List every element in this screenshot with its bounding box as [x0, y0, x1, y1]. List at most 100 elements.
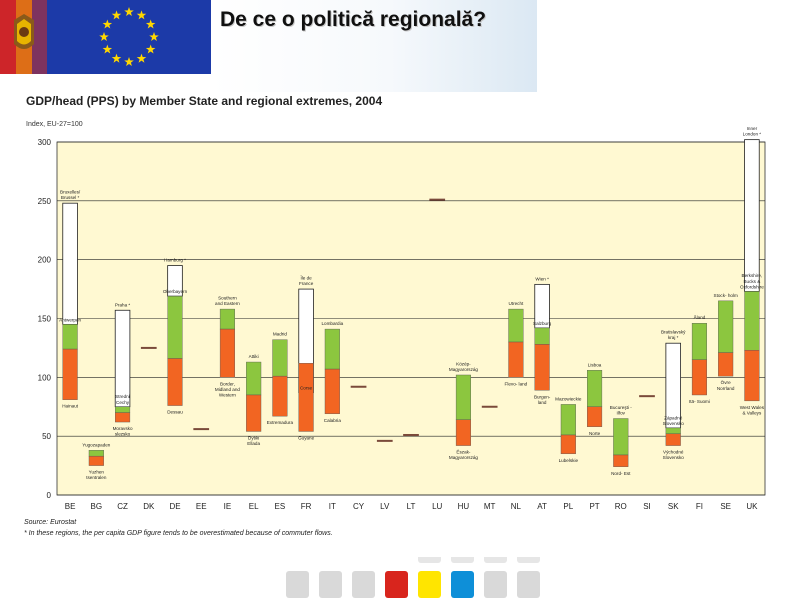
x-tick-label: LU	[432, 502, 442, 511]
region-label: Övre	[721, 379, 731, 385]
region-label: Western	[219, 393, 236, 398]
x-tick-label: PL	[563, 502, 573, 511]
gdp-regional-chart: 0 50 100 150 200 250 300 Bruxelles/Brussel * Ant…	[38, 126, 766, 511]
region-label: Lombardia	[321, 321, 343, 326]
x-tick-label: IT	[329, 502, 336, 511]
region-label: Bucks &	[743, 279, 760, 284]
region-label: Wien *	[535, 276, 549, 281]
region-label: Utrecht	[508, 301, 524, 306]
lower-range-bar	[534, 344, 550, 391]
upper-range-bar	[88, 450, 104, 457]
y-tick-label: 0	[47, 491, 52, 500]
eu-star-icon	[124, 57, 134, 67]
region-label: Bucureşti -	[610, 405, 632, 410]
lower-range-bar	[455, 419, 471, 446]
nav-tab	[451, 557, 474, 563]
region-label: Berkshire,	[742, 273, 763, 278]
max-region-outline	[114, 309, 131, 408]
region-label: Oxfordshire	[740, 284, 764, 289]
lower-range-bar	[272, 375, 288, 417]
region-label: Západné	[664, 415, 683, 420]
national-average-marker	[350, 385, 367, 388]
x-tick-label: SK	[668, 502, 679, 511]
eu-star-icon	[136, 10, 147, 20]
upper-range-bar	[744, 291, 760, 351]
upper-range-bar	[455, 374, 471, 420]
region-label: & Valleys	[742, 410, 762, 415]
region-label: Attiki	[249, 354, 259, 359]
region-label: and Eastern	[215, 301, 240, 306]
region-label: Burgen-	[534, 394, 551, 399]
national-average-marker	[429, 198, 446, 201]
region-label: Nord- Est	[611, 471, 631, 476]
region-label: slezsko	[115, 432, 131, 437]
nav-button-2[interactable]	[319, 571, 342, 598]
footnote: * In these regions, the per capita GDP f…	[24, 530, 333, 537]
source-note: Source: Eurostat	[24, 519, 77, 526]
lower-range-bar	[298, 363, 314, 432]
region-label: Ellada	[247, 441, 260, 446]
x-tick-label: CZ	[117, 502, 128, 511]
chart-title: GDP/head (PPS) by Member State and regio…	[26, 94, 383, 108]
region-label: Magyarország	[449, 367, 479, 372]
region-label: Guyane	[298, 435, 315, 440]
eu-star-icon	[145, 19, 156, 29]
region-label: Norte	[589, 431, 601, 436]
upper-range-bar	[508, 308, 524, 343]
nav-button-6[interactable]	[451, 571, 474, 598]
x-tick-label: LT	[407, 502, 416, 511]
upper-range-bar	[665, 427, 681, 435]
title-band	[211, 0, 537, 92]
x-tick-label: FR	[301, 502, 312, 511]
upper-range-bar	[324, 328, 340, 370]
region-label: Lisboa	[588, 362, 602, 367]
region-label: Border,	[220, 381, 235, 386]
region-label: Salzburg	[533, 321, 552, 326]
upper-range-bar	[613, 418, 629, 456]
national-average-marker	[639, 395, 655, 398]
x-tick-label: MT	[484, 502, 496, 511]
nav-button-7[interactable]	[484, 571, 507, 598]
region-label: Norrland	[717, 386, 735, 391]
max-region-outline	[744, 139, 760, 292]
slide-title: De ce o politică regională?	[220, 8, 487, 31]
nav-button-1[interactable]	[286, 571, 309, 598]
region-label: Itä- Suomi	[689, 399, 710, 404]
x-tick-label: LV	[380, 502, 390, 511]
region-label: Brussel *	[61, 195, 80, 200]
nav-tab	[484, 557, 507, 563]
lower-range-bar	[560, 434, 576, 455]
navigation-buttons	[286, 557, 540, 600]
lower-range-bar	[88, 455, 104, 466]
nav-button-4[interactable]	[385, 571, 408, 598]
region-label: Flevo- land	[505, 381, 528, 386]
x-tick-label: AT	[537, 502, 547, 511]
national-average-marker	[140, 346, 157, 349]
region-label: Stock- holm	[714, 293, 738, 298]
x-tick-label: BE	[65, 502, 76, 511]
y-tick-label: 100	[38, 373, 52, 382]
x-tick-label: ES	[275, 502, 286, 511]
nav-button-5[interactable]	[418, 571, 441, 598]
eu-flag-icon	[47, 0, 211, 74]
region-label: Praha *	[115, 302, 131, 307]
eu-star-icon	[99, 32, 109, 42]
x-tick-label: NL	[511, 502, 522, 511]
region-label: Antwerpen	[59, 317, 81, 322]
x-tick-label: CY	[353, 502, 365, 511]
national-average-marker	[193, 428, 210, 431]
y-tick-label: 150	[38, 315, 52, 324]
lower-range-bar	[219, 328, 235, 378]
moldova-flag-icon	[0, 0, 47, 74]
eu-star-icon	[145, 44, 156, 54]
nav-button-8[interactable]	[517, 571, 540, 598]
upper-range-bar	[272, 339, 288, 377]
region-label: tsentralen	[86, 475, 107, 480]
region-label: Slovensko	[663, 421, 685, 426]
nav-button-3[interactable]	[352, 571, 375, 598]
x-tick-label: FI	[696, 502, 703, 511]
region-label: Inner	[747, 126, 758, 131]
region-label: Strední	[115, 394, 131, 399]
region-label: Oberbayern	[163, 289, 188, 294]
x-tick-label: RO	[615, 502, 627, 511]
